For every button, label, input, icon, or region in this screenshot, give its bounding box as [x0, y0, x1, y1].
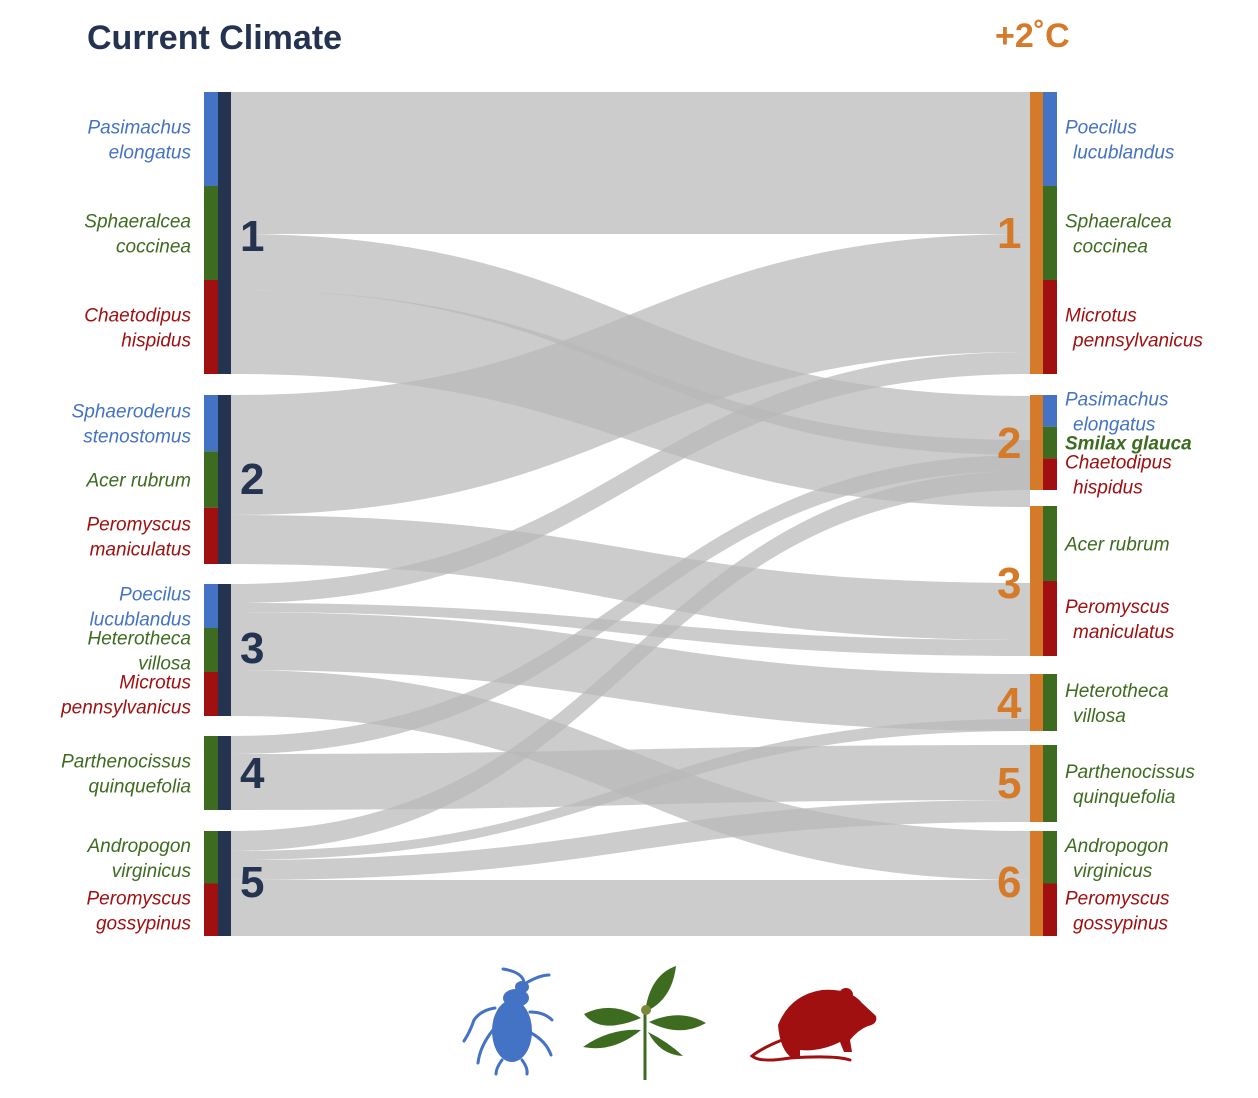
right-module-1-number: 1	[997, 209, 1021, 258]
right-module-3-number: 3	[997, 559, 1021, 608]
right-module-2-species-band	[1043, 426, 1057, 459]
left-module-5-bar	[218, 831, 231, 936]
right-module-2-bar	[1030, 395, 1043, 490]
flow-3-to-3	[231, 603, 1030, 656]
left-module-4-species-band	[204, 736, 218, 810]
left-module-4-bar	[218, 736, 231, 810]
right-module-6-number: 6	[997, 858, 1021, 907]
right-species-label: Andropogon virginicus	[1064, 836, 1169, 882]
right-module-5-number: 5	[997, 759, 1021, 808]
right-species-label: Peromyscus gossypinus	[1065, 888, 1170, 934]
labels-layer: Pasimachus elongatus Sphaeralcea coccinea Ch…	[60, 118, 1203, 935]
left-species-label: Andropogon virginicus	[86, 836, 191, 882]
right-species-label: Heterotheca villosa	[1065, 681, 1169, 727]
right-species-label: Acer rubrum	[1064, 535, 1170, 556]
future-climate-title: +2˚C	[995, 17, 1070, 55]
current-climate-title: Current Climate	[87, 19, 342, 57]
right-module-1-bar	[1030, 92, 1043, 374]
beetle-icon	[462, 967, 554, 1076]
right-module-4-species-band	[1043, 674, 1057, 731]
right-module-1-species-band	[1043, 280, 1057, 374]
left-module-5-species-band	[204, 831, 218, 884]
flow-5-to-6	[231, 880, 1030, 936]
left-species-label: Heterotheca villosa	[87, 629, 191, 675]
mammal-icon	[749, 988, 877, 1062]
left-species-label: Acer rubrum	[85, 471, 191, 492]
left-module-2-bar	[218, 395, 231, 564]
left-species-label: Microtus pennsylvanicus	[60, 673, 191, 719]
right-species-label: Poecilus lucublandus	[1065, 118, 1175, 164]
flow-2-to-3	[231, 515, 1030, 640]
right-module-2-number: 2	[997, 419, 1021, 468]
left-species-label: Sphaeroderus stenostomus	[72, 402, 192, 448]
flow-3-to-1	[231, 352, 1030, 603]
right-species-label: Chaetodipus hispidus	[1065, 453, 1172, 499]
left-module-1-number: 1	[240, 212, 264, 261]
right-species-label: Smilax glauca	[1065, 434, 1192, 455]
right-module-3-species-band	[1043, 506, 1057, 581]
right-module-4-number: 4	[997, 679, 1022, 728]
left-species-label: Chaetodipus hispidus	[84, 306, 191, 352]
plant-icon	[583, 966, 706, 1080]
flows-layer	[231, 92, 1030, 936]
right-module-5-bar	[1030, 745, 1043, 822]
right-module-5-species-band	[1043, 745, 1057, 822]
right-species-label: Pasimachus elongatus	[1065, 389, 1169, 435]
module-bars-layer	[204, 92, 1057, 936]
right-species-label: Parthenocissus quinquefolia	[1065, 762, 1195, 808]
left-module-3-species-band	[204, 628, 218, 672]
left-module-1-species-band	[204, 186, 218, 280]
left-module-5-species-band	[204, 883, 218, 936]
left-module-2-species-band	[204, 507, 218, 564]
flow-2-to-1	[231, 234, 1030, 515]
right-module-6-bar	[1030, 831, 1043, 936]
flow-5-to-5	[231, 800, 1030, 880]
right-module-1-species-band	[1043, 186, 1057, 280]
flow-3-to-4	[231, 612, 1030, 731]
left-module-5-number: 5	[240, 858, 264, 907]
left-module-3-species-band	[204, 584, 218, 628]
flow-1-to-1	[231, 92, 1030, 234]
left-species-label: Sphaeralcea coccinea	[84, 212, 191, 258]
right-module-4-bar	[1030, 674, 1043, 731]
left-module-1-bar	[218, 92, 231, 374]
left-module-4-number: 4	[240, 749, 265, 798]
left-module-2-species-band	[204, 395, 218, 452]
right-module-2-species-band	[1043, 395, 1057, 427]
left-module-2-number: 2	[240, 455, 264, 504]
left-module-3-species-band	[204, 672, 218, 716]
right-species-label: Microtus pennsylvanicus	[1065, 306, 1203, 352]
left-species-label: Peromyscus maniculatus	[86, 514, 191, 560]
right-module-3-bar	[1030, 506, 1043, 656]
left-module-3-bar	[218, 584, 231, 716]
right-module-3-species-band	[1043, 581, 1057, 656]
right-module-6-species-band	[1043, 883, 1057, 936]
left-species-label: Parthenocissus quinquefolia	[61, 752, 191, 798]
flow-4-to-5	[231, 745, 1030, 810]
right-module-6-species-band	[1043, 831, 1057, 884]
left-species-label: Poecilus lucublandus	[90, 585, 192, 631]
right-module-1-species-band	[1043, 92, 1057, 186]
left-module-1-species-band	[204, 92, 218, 186]
left-species-label: Peromyscus gossypinus	[86, 888, 191, 934]
flow-5-to-2	[231, 471, 1030, 851]
right-module-2-species-band	[1043, 458, 1057, 490]
right-species-label: Sphaeralcea coccinea	[1065, 212, 1172, 258]
flow-5-to-4	[231, 719, 1030, 860]
left-module-1-species-band	[204, 280, 218, 374]
flow-4-to-2	[231, 455, 1030, 754]
right-species-label: Peromyscus maniculatus	[1065, 597, 1175, 643]
left-module-3-number: 3	[240, 624, 264, 673]
left-species-label: Pasimachus elongatus	[88, 118, 192, 164]
left-module-2-species-band	[204, 451, 218, 508]
